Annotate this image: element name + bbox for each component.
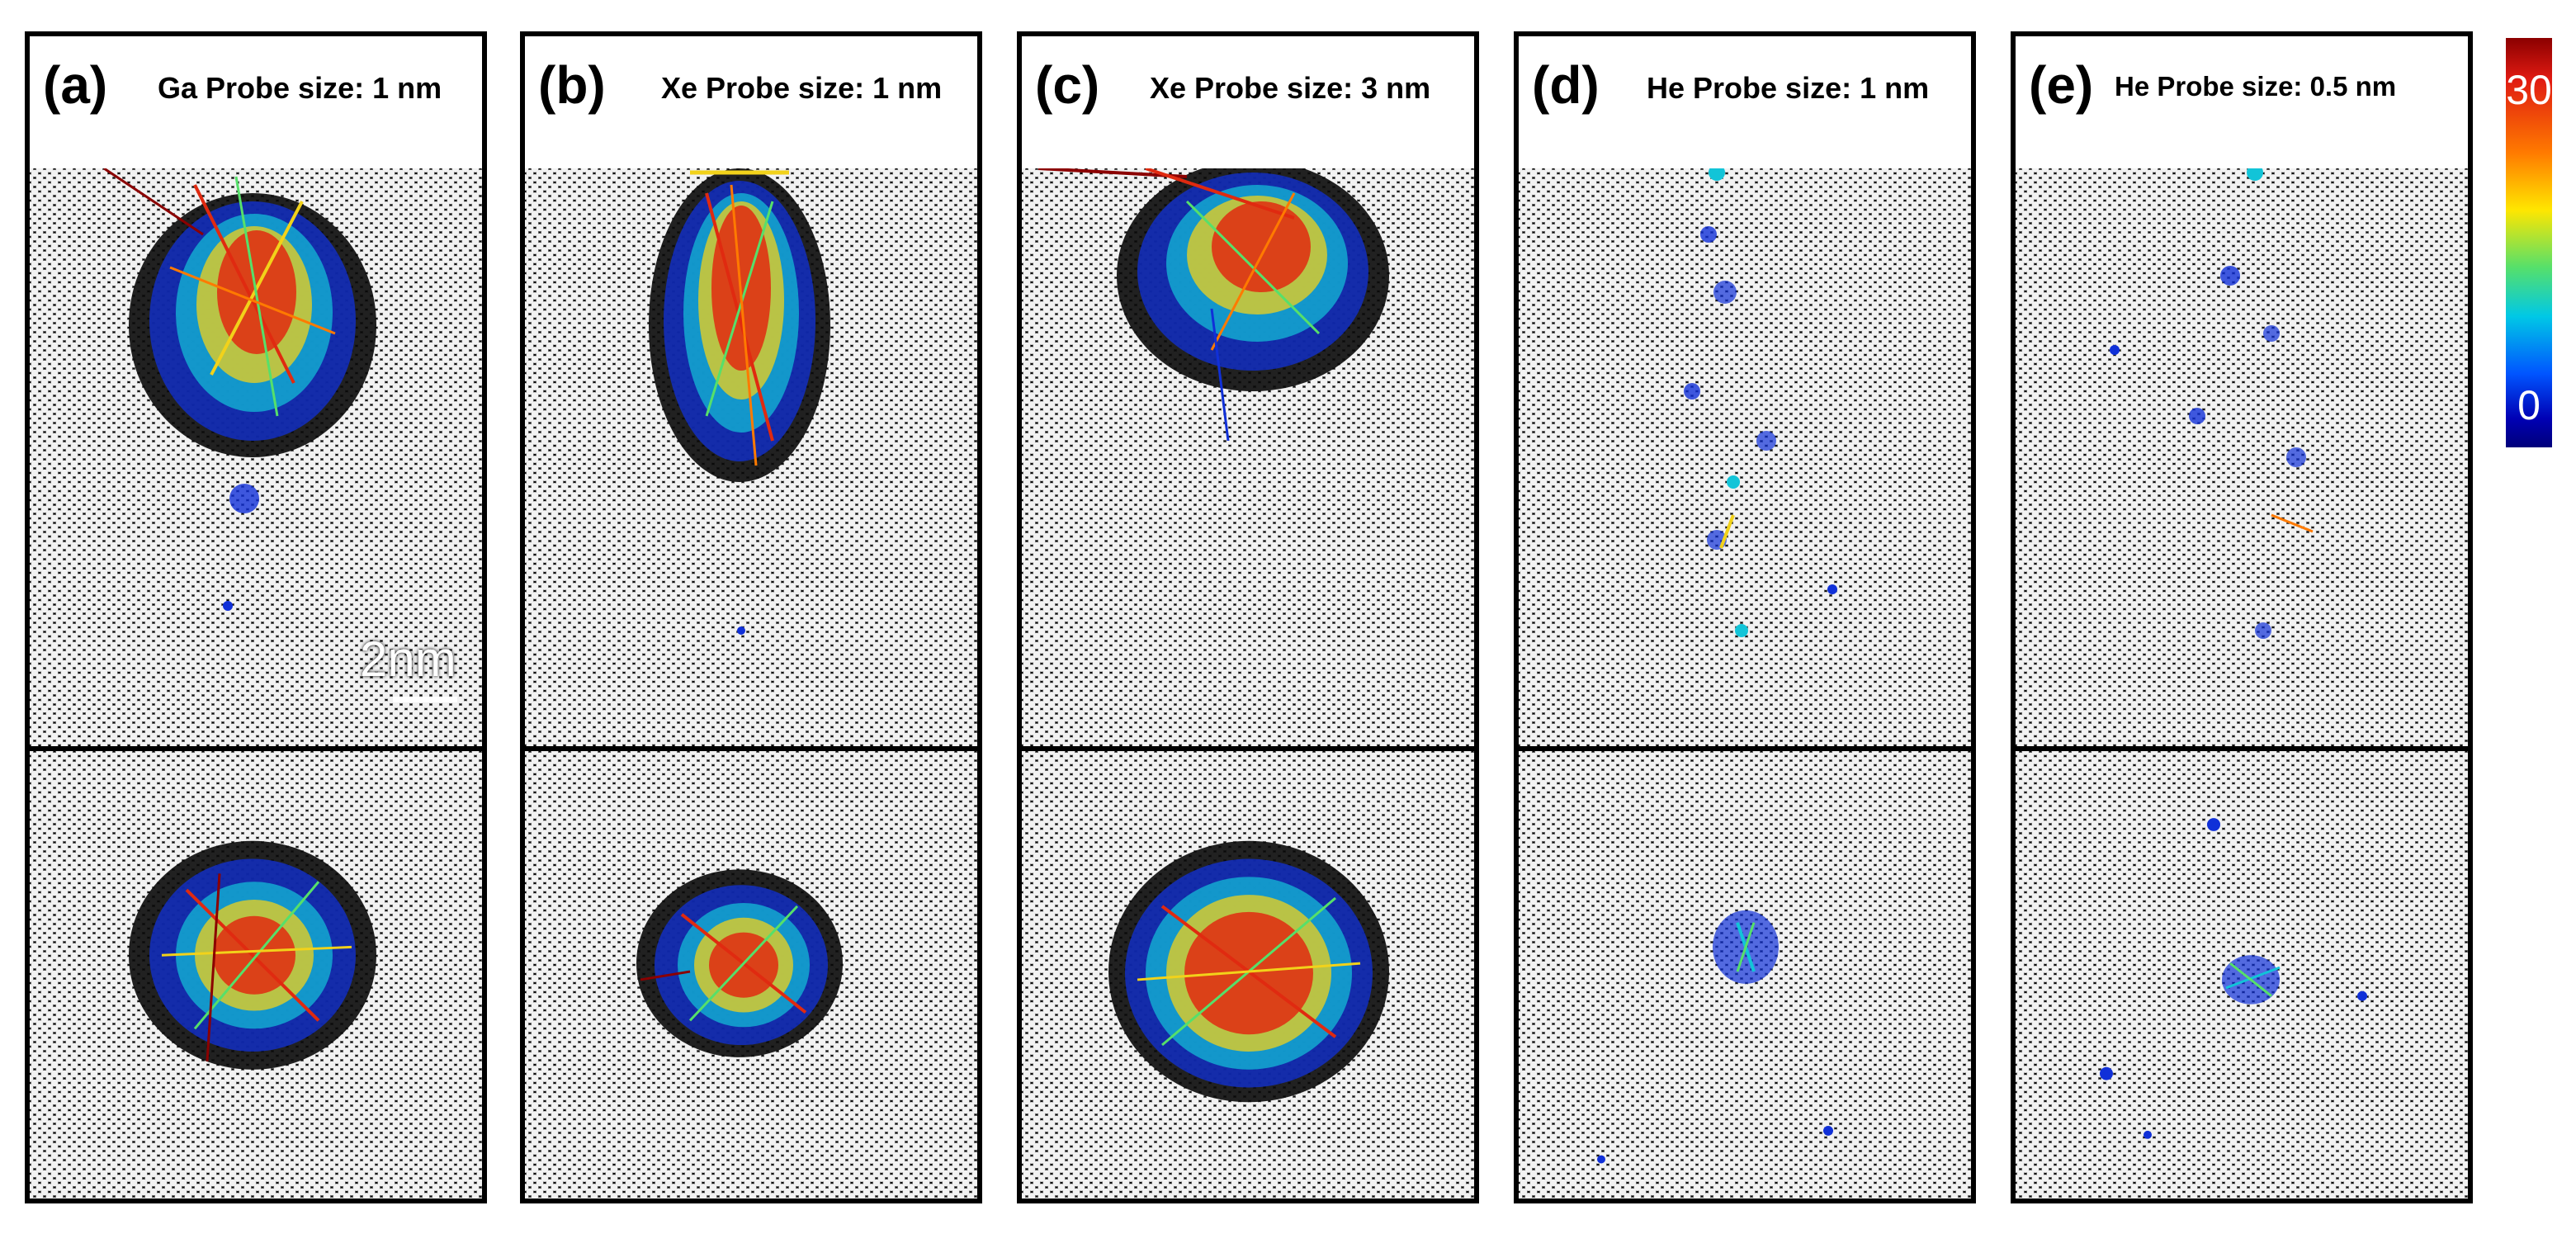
plan-view-lattice: [30, 751, 482, 1199]
panel-d: (d) He Probe size: 1 nm: [1514, 31, 1976, 1203]
panel-title: Xe Probe size: 3 nm: [1150, 71, 1431, 105]
panel-c: (c) Xe Probe size: 3 nm: [1017, 31, 1479, 1203]
panel-title: Ga Probe size: 1 nm: [158, 71, 442, 105]
panel-letter: (d): [1532, 55, 1600, 115]
panel-header: (c) Xe Probe size: 3 nm: [1022, 36, 1474, 168]
panel-divider: [2016, 746, 2468, 751]
colorbar-min-label: 0: [2517, 382, 2541, 428]
plan-view-lattice: [1519, 751, 1971, 1199]
panel-title: He Probe size: 1 nm: [1647, 71, 1930, 105]
panel-a: (a) Ga Probe size: 1 nm: [25, 31, 487, 1203]
damage-cascade-side: [103, 168, 376, 611]
panel-header: (a) Ga Probe size: 1 nm: [30, 36, 482, 168]
damage-cascade-side: [649, 168, 830, 635]
panel-letter: (b): [538, 55, 606, 115]
panel-letter: (a): [43, 55, 108, 115]
panel-divider: [1519, 746, 1971, 751]
plan-view-lattice: [525, 751, 977, 1199]
panel-header: (e) He Probe size: 0.5 nm: [2016, 36, 2468, 168]
side-view-lattice: [525, 168, 977, 746]
damage-cascade-side: [2110, 168, 2314, 639]
damage-cascade-plan: [1597, 910, 1833, 1164]
side-view-lattice: [30, 168, 482, 746]
side-view-lattice: [1022, 168, 1474, 746]
plan-view-lattice: [1022, 751, 1474, 1199]
panel-divider: [525, 746, 977, 751]
colorbar: [2506, 38, 2552, 447]
damage-cascade-plan: [2100, 818, 2367, 1139]
panel-header: (b) Xe Probe size: 1 nm: [525, 36, 977, 168]
damage-cascade-plan: [1108, 840, 1389, 1103]
panel-title: He Probe size: 0.5 nm: [2115, 71, 2397, 102]
plan-view-lattice: [2016, 751, 2468, 1199]
panel-divider: [30, 746, 482, 751]
panel-header: (d) He Probe size: 1 nm: [1519, 36, 1971, 168]
damage-cascade-side: [1684, 168, 1837, 637]
damage-cascade-plan: [636, 869, 843, 1057]
side-view-lattice: [1519, 168, 1971, 746]
panel-letter: (e): [2029, 55, 2094, 115]
scale-bar-label: 2nm: [360, 631, 456, 687]
colorbar-max-label: 30: [2506, 67, 2552, 113]
damage-cascade-plan: [129, 840, 376, 1070]
scale-bar: [393, 697, 457, 702]
panel-title: Xe Probe size: 1 nm: [661, 71, 943, 105]
panel-divider: [1022, 746, 1474, 751]
panel-letter: (c): [1035, 55, 1100, 115]
damage-cascade-side: [1037, 168, 1389, 442]
panel-b: (b) Xe Probe size: 1 nm: [520, 31, 982, 1203]
side-view-lattice: [2016, 168, 2468, 746]
panel-e: (e) He Probe size: 0.5 nm: [2011, 31, 2473, 1203]
